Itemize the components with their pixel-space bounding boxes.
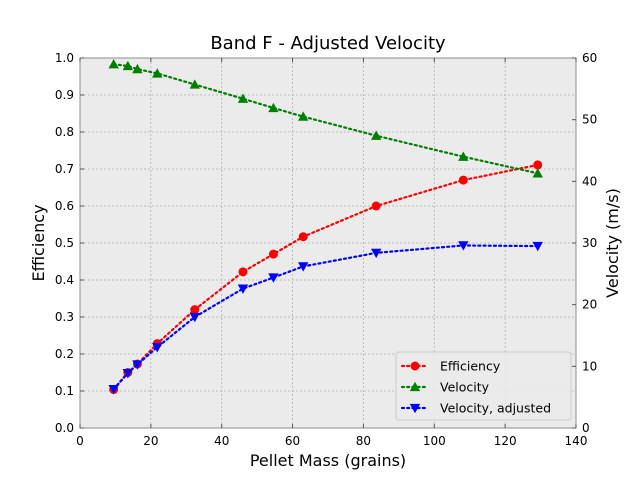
y-tick-label: 0.5 bbox=[55, 236, 74, 250]
data-point bbox=[458, 241, 469, 251]
x-axis-label: Pellet Mass (grains) bbox=[250, 451, 406, 470]
y2-tick-label: 30 bbox=[582, 236, 597, 250]
data-point bbox=[268, 249, 278, 259]
y-tick-label: 0.6 bbox=[55, 199, 74, 213]
data-point bbox=[532, 168, 543, 178]
legend-marker bbox=[410, 361, 420, 371]
y2-tick-label: 50 bbox=[582, 113, 597, 127]
data-point bbox=[122, 368, 134, 379]
data-point bbox=[108, 58, 119, 69]
y-tick-label: 0.1 bbox=[55, 384, 74, 398]
data-point bbox=[268, 102, 279, 113]
x-axis-ticks: 0 20 40 60 80 100 120 140 bbox=[76, 58, 587, 448]
data-point bbox=[237, 93, 249, 103]
y-tick-label: 0.4 bbox=[55, 273, 74, 287]
x-tick-label: 80 bbox=[356, 434, 371, 448]
data-point bbox=[108, 384, 119, 395]
data-point bbox=[458, 151, 469, 161]
y2-axis-ticks: 0 10 20 30 40 50 60 bbox=[572, 51, 597, 435]
series-3 bbox=[108, 241, 543, 395]
y-tick-label: 0.0 bbox=[55, 421, 74, 435]
x-tick-label: 100 bbox=[423, 434, 446, 448]
y-axis-label: Efficiency bbox=[29, 204, 48, 281]
x-tick-label: 60 bbox=[285, 434, 300, 448]
y-tick-label: 0.9 bbox=[55, 88, 74, 102]
x-tick-label: 20 bbox=[143, 434, 158, 448]
y-tick-label: 1.0 bbox=[55, 51, 74, 65]
data-point bbox=[132, 63, 143, 74]
legend-entry: Efficiency bbox=[400, 359, 501, 374]
y2-tick-label: 60 bbox=[582, 51, 597, 65]
series-line bbox=[112, 244, 539, 391]
data-point bbox=[190, 305, 200, 315]
legend: Efficiency Velocity Velocity, adjusted bbox=[395, 351, 572, 421]
chart-title: Band F - Adjusted Velocity bbox=[210, 33, 446, 54]
data-point bbox=[189, 312, 200, 323]
data-point bbox=[533, 160, 543, 170]
legend-marker bbox=[409, 403, 421, 414]
data-point bbox=[189, 79, 200, 89]
data-point bbox=[268, 273, 279, 283]
data-point bbox=[152, 343, 163, 353]
legend-entry: Velocity bbox=[400, 380, 490, 395]
legend-label: Velocity, adjusted bbox=[440, 401, 551, 416]
data-point bbox=[152, 68, 163, 78]
data-point bbox=[298, 232, 308, 242]
legend-marker bbox=[409, 381, 421, 392]
y2-tick-label: 40 bbox=[582, 174, 597, 188]
y2-tick-label: 20 bbox=[582, 298, 597, 312]
series-layer bbox=[108, 58, 543, 395]
series-2 bbox=[108, 58, 543, 178]
y2-tick-label: 0 bbox=[582, 421, 590, 435]
data-point bbox=[458, 175, 468, 185]
legend-label: Velocity bbox=[440, 380, 490, 395]
x-tick-label: 40 bbox=[214, 434, 229, 448]
y-axis-ticks: 0.0 0.1 0.2 0.3 0.4 0.5 0.6 0.7 0.8 0.9 1.0 bbox=[55, 51, 84, 435]
series-line bbox=[112, 63, 539, 175]
y2-axis-label: Velocity (m/s) bbox=[603, 188, 622, 298]
data-point bbox=[298, 111, 309, 121]
data-point bbox=[370, 248, 382, 259]
legend-box bbox=[395, 351, 572, 421]
data-point bbox=[370, 130, 382, 140]
x-tick-label: 140 bbox=[565, 434, 588, 448]
legend-label: Efficiency bbox=[440, 359, 501, 374]
data-point bbox=[237, 284, 249, 294]
data-point bbox=[132, 360, 143, 370]
x-tick-label: 120 bbox=[494, 434, 517, 448]
y-tick-label: 0.8 bbox=[55, 125, 74, 139]
y-tick-label: 0.3 bbox=[55, 310, 74, 324]
data-point bbox=[532, 241, 543, 252]
legend-entry: Velocity, adjusted bbox=[400, 401, 551, 416]
y-tick-label: 0.7 bbox=[55, 162, 74, 176]
x-tick-label: 0 bbox=[76, 434, 84, 448]
y-tick-label: 0.2 bbox=[55, 347, 74, 361]
data-point bbox=[298, 262, 309, 272]
data-point bbox=[238, 267, 248, 277]
y2-tick-label: 10 bbox=[582, 359, 597, 373]
data-point bbox=[371, 201, 381, 211]
data-point bbox=[122, 60, 134, 71]
